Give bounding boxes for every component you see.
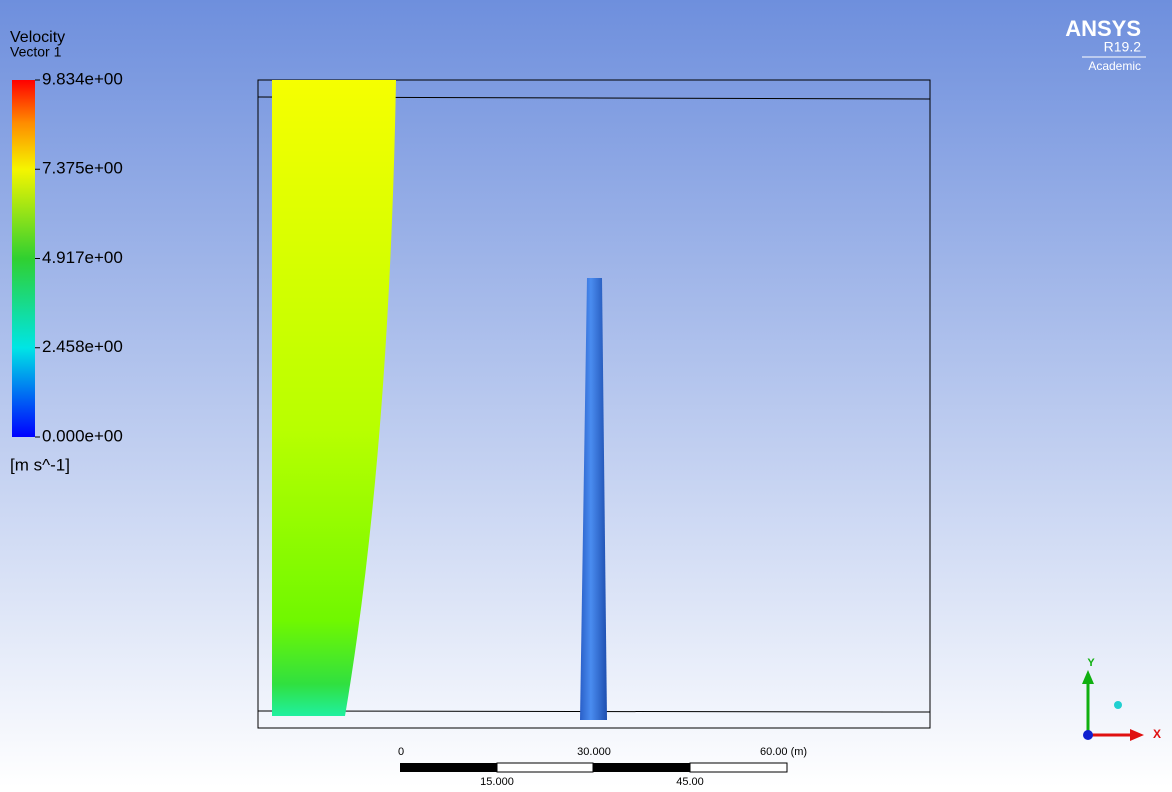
- scale-label: 60.00 (m): [760, 746, 807, 758]
- legend-tick-label: 4.917e+00: [42, 248, 123, 267]
- scale-bar: [400, 763, 787, 772]
- legend-tick-label: 9.834e+00: [42, 69, 123, 88]
- scale-label: 45.00: [676, 776, 704, 787]
- logo-name: ANSYS: [1065, 16, 1141, 41]
- legend-unit: [m s^-1]: [10, 455, 70, 474]
- scale-label: 15.000: [480, 776, 514, 787]
- triad-x: X: [1153, 727, 1161, 741]
- page: Velocity Vector 1 9.834e+007.375e+004.91…: [0, 0, 1172, 792]
- scale-label: 0: [398, 746, 404, 758]
- legend-tick-label: 0.000e+00: [42, 426, 123, 445]
- viewport: Velocity Vector 1 9.834e+007.375e+004.91…: [0, 0, 1172, 787]
- scale-label: 30.000: [577, 746, 611, 758]
- logo-edition: Academic: [1088, 59, 1141, 73]
- color-bar: [12, 80, 35, 437]
- logo-version: R19.2: [1104, 39, 1142, 55]
- legend-tick-label: 2.458e+00: [42, 337, 123, 356]
- triad-y: Y: [1087, 657, 1095, 669]
- legend-tick-label: 7.375e+00: [42, 159, 123, 178]
- legend-subtitle: Vector 1: [10, 44, 62, 60]
